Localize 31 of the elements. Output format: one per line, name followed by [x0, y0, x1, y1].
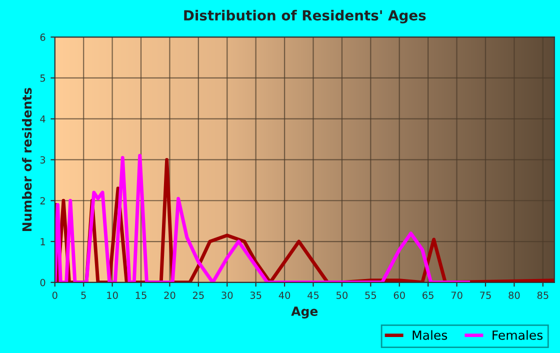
- x-tick-label: 50: [336, 292, 348, 299]
- x-tick-label: 30: [222, 292, 233, 299]
- x-tick-label: 40: [278, 292, 290, 299]
- x-tick-label: 20: [164, 292, 176, 299]
- x-tick-label: 15: [136, 292, 146, 299]
- x-tick-label: 80: [508, 292, 520, 299]
- x-tick-label: 70: [451, 292, 462, 299]
- y-tick-label: 4: [40, 115, 46, 123]
- y-tick-label: 3: [40, 156, 46, 164]
- y-tick-label: 0: [40, 278, 46, 286]
- legend-label: Females: [492, 330, 543, 340]
- y-tick-label: 1: [40, 238, 45, 246]
- line-series: [54, 154, 470, 282]
- chart-title: Distribution of Residents' Ages: [184, 10, 426, 24]
- x-tick-label: 5: [81, 292, 86, 299]
- x-tick-label: 65: [422, 292, 434, 299]
- y-axis-title: Number of residents: [22, 88, 32, 231]
- x-tick-label: 10: [107, 292, 118, 299]
- y-tick-label: 5: [40, 74, 46, 82]
- x-axis-title: Age: [291, 306, 318, 318]
- x-tick-label: 0: [52, 292, 58, 299]
- x-tick-label: 55: [365, 292, 376, 299]
- x-tick-label: 60: [394, 292, 405, 299]
- x-tick-label: 35: [250, 292, 262, 299]
- x-tick-label: 45: [308, 292, 319, 299]
- legend-label: Males: [412, 330, 448, 340]
- x-tick-label: 85: [537, 292, 548, 299]
- x-tick-label: 25: [192, 292, 204, 299]
- y-tick-label: 6: [40, 34, 46, 41]
- x-tick-label: 75: [480, 292, 491, 299]
- y-tick-label: 2: [40, 197, 45, 204]
